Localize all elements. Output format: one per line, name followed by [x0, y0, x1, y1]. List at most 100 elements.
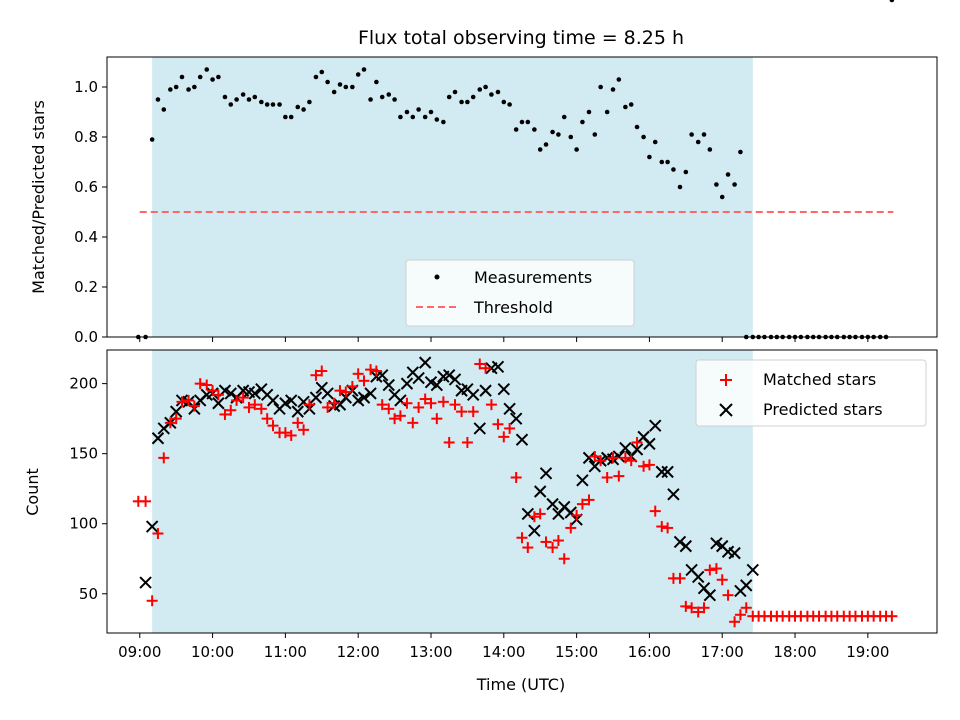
predicted-star-point	[291, 405, 304, 418]
measurement-point	[422, 114, 428, 120]
y-tick-label: 200	[69, 375, 98, 393]
matched-star-point	[722, 589, 734, 601]
measurement-point	[465, 99, 470, 105]
matched-star-point	[583, 494, 595, 506]
measurement-point	[714, 182, 719, 187]
matched-star-point	[552, 535, 564, 547]
matched-star-point	[631, 436, 643, 448]
measurement-point	[732, 182, 737, 187]
matched-star-point	[698, 602, 710, 614]
measurement-point	[350, 84, 355, 90]
y-tick-label: 100	[69, 515, 98, 533]
matched-star-point	[710, 563, 722, 575]
measurement-point	[325, 79, 330, 85]
measurement-point	[234, 97, 239, 102]
matched-star-point	[285, 429, 297, 441]
top-plot-frame	[106, 56, 938, 338]
measurement-point	[634, 124, 640, 130]
matched-star-point	[504, 422, 516, 434]
measurement-point	[155, 97, 161, 102]
x-tick-label: 12:00	[337, 643, 380, 661]
measurement-point	[319, 69, 325, 75]
measurement-points	[136, 0, 895, 340]
legend-measurements-label: Measurements	[474, 268, 592, 287]
predicted-star-point	[649, 419, 662, 432]
matched-star-point	[322, 401, 334, 413]
matched-star-point	[558, 553, 570, 565]
y-tick-label: 0.0	[74, 328, 98, 346]
measurement-point	[628, 102, 634, 107]
measurement-point	[379, 94, 385, 100]
matched-star-point	[528, 511, 540, 523]
measurement-point	[283, 114, 288, 120]
top-legend: Measurements Threshold	[405, 259, 635, 327]
measurement-point	[192, 84, 197, 90]
matched-star-point	[474, 358, 486, 370]
matched-star-point	[643, 459, 655, 471]
predicted-star-point	[746, 563, 760, 577]
top-x-axis-ticks	[139, 337, 869, 342]
matched-star-point	[431, 413, 443, 425]
matched-star-point	[607, 452, 619, 464]
matched-star-point	[547, 542, 559, 554]
matched-star-point	[340, 386, 352, 398]
matched-star-point	[467, 406, 479, 418]
matched-star-point	[576, 498, 588, 510]
measurement-point	[355, 72, 361, 77]
measurement-point	[701, 132, 707, 137]
bottom-y-axis-ticks: 50 100 150 200	[69, 375, 107, 603]
predicted-star-point	[655, 465, 668, 479]
top-y-axis-ticks: 0.0 0.2 0.4 0.6 0.8 1.0	[74, 78, 107, 346]
measurement-point	[604, 109, 610, 115]
top-y-axis-label: Matched/Predicted stars	[29, 100, 48, 294]
measurement-point	[228, 102, 234, 107]
measurement-point	[489, 92, 494, 97]
x-tick-label: 17:00	[701, 643, 744, 661]
measurement-point	[483, 84, 488, 90]
x-tick-label: 14:00	[482, 643, 525, 661]
matched-star-point	[492, 418, 504, 430]
measurement-point	[665, 159, 670, 165]
measurement-point	[149, 137, 155, 142]
predicted-star-point	[212, 397, 225, 410]
bottom-plot-frame	[106, 349, 938, 634]
predicted-star-point	[442, 369, 456, 382]
matched-star-point	[164, 417, 176, 429]
predicted-star-point	[364, 387, 377, 400]
matched-star-point	[255, 403, 267, 415]
measurement-point	[368, 97, 373, 102]
measurement-point	[616, 77, 622, 82]
matched-star-point	[201, 379, 213, 391]
matched-star-point	[225, 404, 237, 416]
predicted-star-point	[467, 388, 480, 402]
legend-matched-label: Matched stars	[763, 370, 876, 389]
measurement-point	[264, 102, 270, 107]
predicted-star-point	[145, 520, 159, 533]
legend-measurement-marker	[434, 274, 440, 280]
measurement-point	[374, 79, 379, 85]
predicted-star-point	[169, 405, 183, 418]
legend-threshold-label: Threshold	[473, 298, 553, 317]
matched-star-point	[729, 616, 741, 628]
measurement-point	[513, 127, 519, 132]
measurement-point	[683, 169, 689, 175]
measurement-point	[580, 119, 585, 125]
predicted-star-point	[679, 539, 693, 553]
y-tick-label: 0.6	[74, 178, 98, 196]
measurement-point	[550, 129, 555, 135]
matched-star-point	[613, 470, 625, 482]
predicted-star-point	[151, 432, 165, 445]
measurement-point	[610, 87, 616, 92]
measurement-point	[623, 104, 628, 110]
measurement-point	[519, 119, 525, 125]
matched-star-point	[656, 521, 668, 533]
predicted-star-point	[528, 524, 541, 537]
matched-star-point	[376, 399, 388, 411]
measurement-point	[331, 89, 337, 95]
matched-star-point	[565, 522, 577, 534]
matched-star-point	[176, 396, 188, 408]
matched-star-point	[625, 455, 637, 467]
measurement-point	[301, 107, 306, 112]
matched-star-point	[231, 394, 243, 406]
predicted-star-point	[139, 576, 152, 589]
